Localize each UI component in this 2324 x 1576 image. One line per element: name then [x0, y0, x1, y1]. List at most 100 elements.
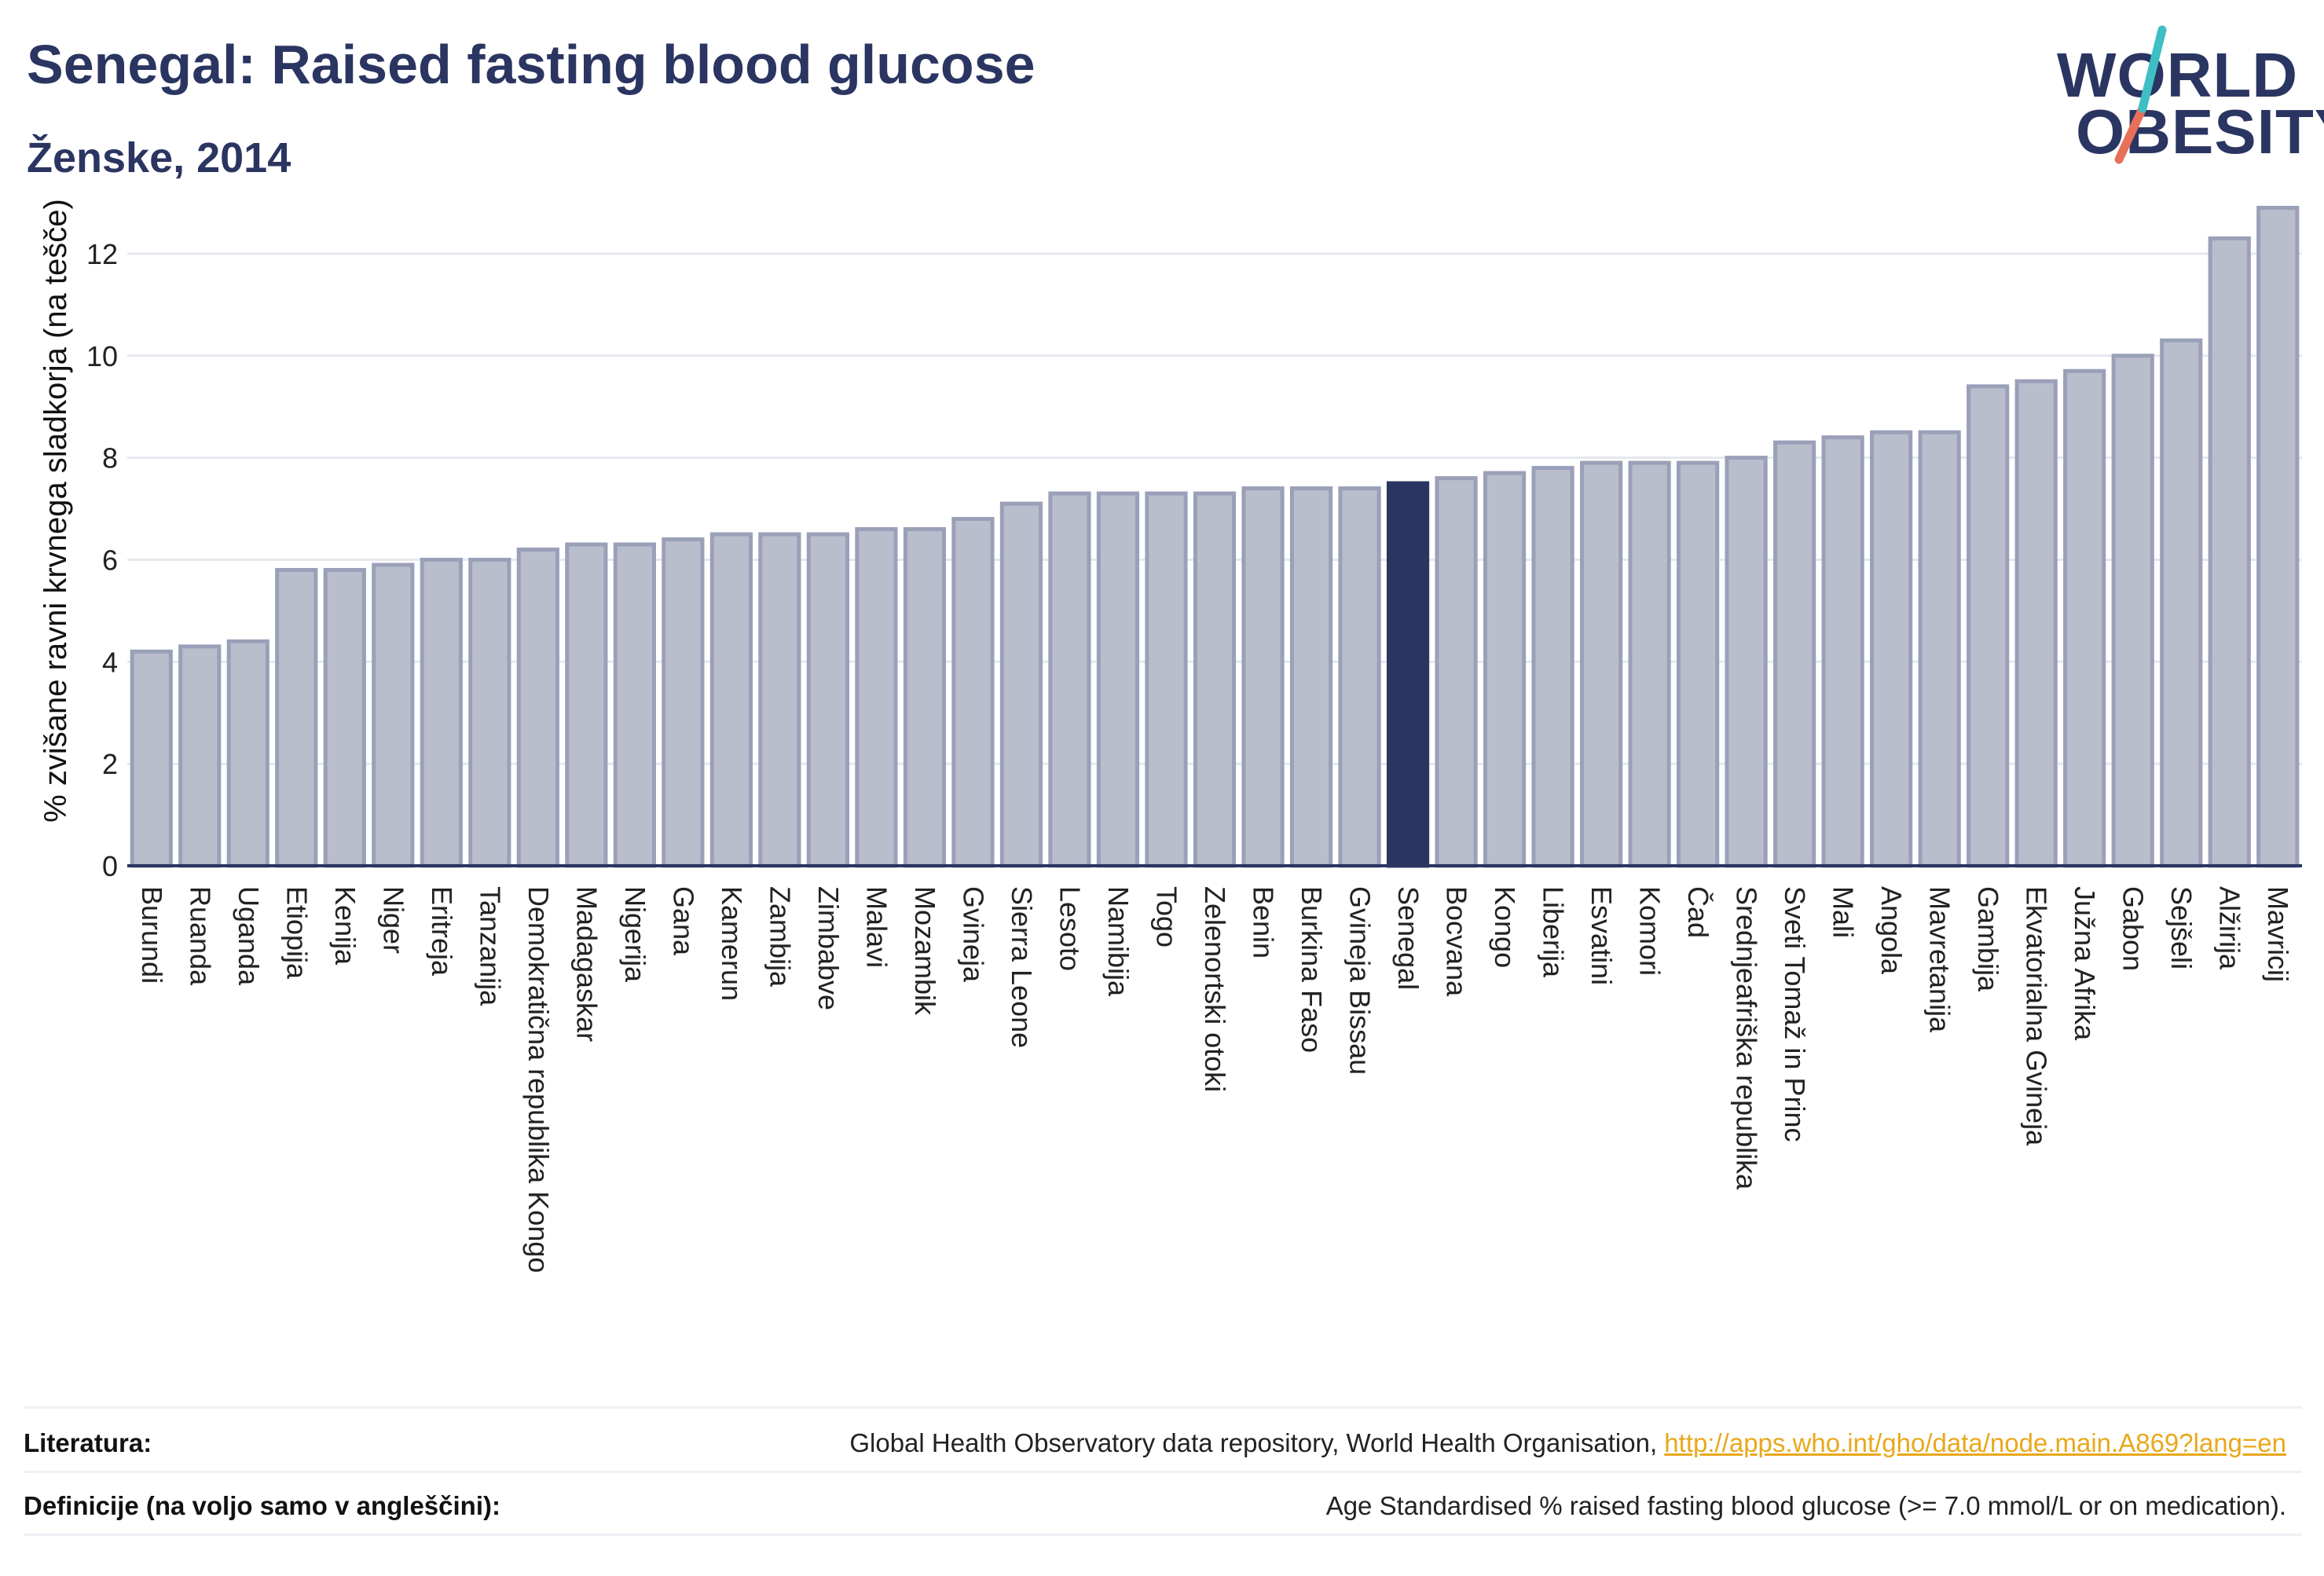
- bar: [1289, 486, 1333, 868]
- bar: [1096, 491, 1140, 868]
- x-tick-label: Togo: [1150, 886, 1182, 947]
- bar: [1241, 486, 1285, 868]
- y-tick-label: 12: [86, 238, 118, 270]
- x-tick-label: Gvineja Bissau: [1344, 886, 1376, 1075]
- x-tick-label: Benin: [1248, 886, 1280, 958]
- bar: [372, 563, 415, 868]
- references-row: Literatura: Global Health Observatory da…: [24, 1424, 2286, 1463]
- x-tick-label: Alžirija: [2214, 886, 2246, 970]
- bar: [2063, 368, 2106, 868]
- bar-highlight: [1386, 481, 1430, 868]
- y-tick-label: 0: [102, 850, 118, 882]
- bar: [1773, 440, 1816, 868]
- bar: [1193, 491, 1237, 868]
- x-tick-label: Ekvatorialna Gvineja: [2021, 886, 2053, 1146]
- x-tick-label: Tanzanija: [474, 886, 506, 1006]
- x-tick-label: Esvatini: [1585, 886, 1618, 985]
- x-tick-label: Burkina Faso: [1296, 886, 1328, 1053]
- x-tick-label: Kongo: [1489, 886, 1521, 968]
- x-tick-label: Komori: [1634, 886, 1666, 976]
- definitions-row: Definicije (na voljo samo v angleščini):…: [24, 1486, 2286, 1526]
- chart-title: Senegal: Raised fasting blood glucose: [27, 34, 1036, 95]
- bar: [178, 644, 222, 868]
- y-tick-label: 10: [86, 340, 118, 372]
- bar: [323, 567, 366, 868]
- bar: [1338, 486, 1381, 868]
- bar: [2256, 205, 2300, 868]
- x-tick-label: Čad: [1682, 886, 1714, 938]
- x-tick-label: Lesoto: [1054, 886, 1086, 971]
- bar: [275, 567, 318, 868]
- references-text: Global Health Observatory data repositor…: [849, 1428, 1665, 1457]
- x-tick-label: Niger: [377, 886, 409, 954]
- bar: [2208, 236, 2251, 868]
- x-tick-label: Madagaskar: [570, 886, 603, 1042]
- bar-chart: 0 2 4 6 8 10 12 Burundi Ruanda Uganda Etiopija Keni…: [38, 199, 2302, 1273]
- bar: [130, 649, 173, 868]
- x-tick-label: Gambija: [1972, 886, 2004, 992]
- definitions-label: Definicije (na voljo samo v angleščini):: [24, 1491, 500, 1520]
- x-tick-label: Sierra Leone: [1006, 886, 1038, 1048]
- logo-slash-icon: [2114, 25, 2167, 164]
- x-tick-label: Demokratična republika Kongo: [522, 886, 555, 1273]
- bar: [999, 501, 1043, 868]
- x-tick-label: Kamerun: [716, 886, 748, 1001]
- x-tick-label: Eritreja: [426, 886, 458, 977]
- bar: [2111, 354, 2154, 868]
- x-tick-label: Malavi: [860, 886, 893, 968]
- bar: [1870, 430, 1913, 868]
- x-tick-label: Mavretanija: [1924, 886, 1956, 1033]
- definitions-text: Age Standardised % raised fasting blood …: [1325, 1491, 2286, 1520]
- bar: [468, 557, 511, 868]
- bar: [1677, 460, 1720, 868]
- y-tick-label: 2: [102, 748, 118, 780]
- x-tick-label: Zambija: [764, 886, 796, 988]
- x-tick-label: Sejšeli: [2165, 886, 2198, 969]
- x-tick-label: Gana: [667, 886, 699, 956]
- references-link[interactable]: http://apps.who.int/gho/data/node.main.A…: [1664, 1428, 2286, 1457]
- bar: [709, 532, 753, 868]
- x-tick-label: Kenija: [329, 886, 361, 966]
- x-tick-label: Angola: [1875, 886, 1908, 975]
- bar: [516, 547, 559, 868]
- x-tick-label: Nigerija: [619, 886, 651, 983]
- x-tick-label: Južna Afrika: [2069, 886, 2101, 1041]
- x-tick-label: Burundi: [136, 886, 168, 984]
- x-tick-label: Srednjeafriška republika: [1731, 886, 1763, 1190]
- x-tick-label: Gabon: [2117, 886, 2150, 971]
- references-value: Global Health Observatory data repositor…: [849, 1428, 2286, 1458]
- footer-divider: [24, 1406, 2302, 1409]
- bar: [806, 532, 850, 868]
- bar: [662, 537, 705, 868]
- x-tick-label: Etiopija: [280, 886, 313, 980]
- x-tick-label: Bocvana: [1441, 886, 1473, 997]
- x-tick-label: Gvineja: [957, 886, 989, 983]
- y-tick-label: 6: [102, 544, 118, 576]
- bar: [758, 532, 801, 868]
- x-tick-label: Mavricij: [2262, 886, 2294, 982]
- bar: [565, 542, 608, 868]
- x-tick-label: Senegal: [1392, 886, 1424, 990]
- logo-text-world: WORLD: [2057, 40, 2299, 110]
- bar: [1531, 466, 1574, 868]
- bar: [1145, 491, 1188, 868]
- bar: [613, 542, 656, 868]
- bar: [1725, 456, 1768, 868]
- bar: [1435, 476, 1478, 868]
- bar: [2160, 338, 2203, 868]
- x-tick-label: Zimbabve: [812, 886, 845, 1010]
- bar: [2014, 379, 2058, 868]
- bar: [1821, 435, 1864, 868]
- bar: [1048, 491, 1091, 868]
- logo-text-obesity: OBESITY: [2076, 97, 2324, 167]
- world-obesity-logo: WORLD OBESITY: [2043, 22, 2324, 171]
- x-tick-label: Ruanda: [184, 886, 216, 986]
- bar: [1579, 460, 1623, 868]
- y-axis-label: % zvišane ravni krvnega sladkorja (na te…: [38, 199, 73, 823]
- x-tick-label: Mali: [1827, 886, 1860, 938]
- x-tick-label: Liberija: [1538, 886, 1570, 978]
- chart-subtitle: Ženske, 2014: [27, 134, 291, 181]
- bar: [1967, 384, 2010, 868]
- bar: [855, 527, 898, 868]
- references-label: Literatura:: [24, 1428, 152, 1457]
